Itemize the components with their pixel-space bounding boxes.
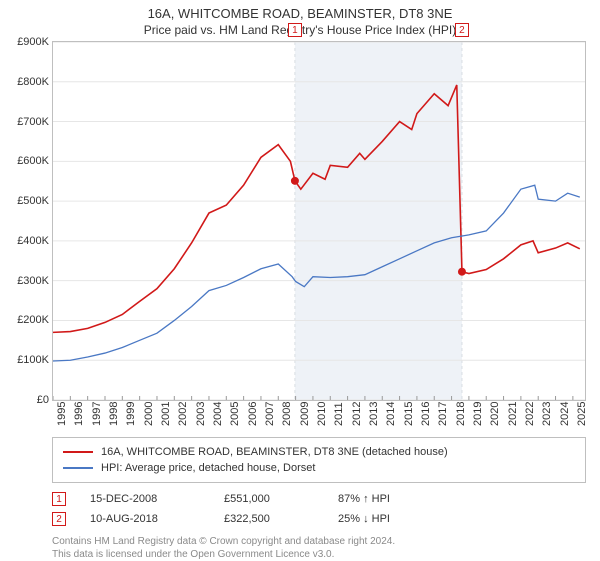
transaction-marker-dot [458, 268, 466, 276]
legend-swatch [63, 467, 93, 469]
x-tick-label: 2005 [229, 402, 241, 426]
x-tick-label: 2018 [455, 402, 467, 426]
y-tick-label: £600K [5, 155, 49, 167]
x-tick-label: 2015 [403, 402, 415, 426]
legend-label: HPI: Average price, detached house, Dors… [101, 462, 315, 474]
x-tick-label: 1996 [73, 402, 85, 426]
chart-area: £0£100K£200K£300K£400K£500K£600K£700K£80… [52, 41, 586, 401]
y-tick-label: £400K [5, 235, 49, 247]
x-tick-label: 1995 [56, 402, 68, 426]
x-tick-label: 2011 [333, 402, 345, 426]
x-tick-label: 2025 [576, 402, 588, 426]
y-tick-label: £700K [5, 116, 49, 128]
legend-row: 16A, WHITCOMBE ROAD, BEAMINSTER, DT8 3NE… [63, 444, 575, 460]
transaction-price: £551,000 [224, 493, 314, 505]
legend-row: HPI: Average price, detached house, Dors… [63, 460, 575, 476]
footer-line: Contains HM Land Registry data © Crown c… [52, 535, 586, 548]
x-tick-label: 1998 [108, 402, 120, 426]
x-tick-label: 2010 [316, 402, 328, 426]
y-tick-label: £900K [5, 36, 49, 48]
transaction-date: 10-AUG-2018 [90, 513, 200, 525]
chart-title: 16A, WHITCOMBE ROAD, BEAMINSTER, DT8 3NE [0, 0, 600, 21]
x-tick-label: 2024 [559, 402, 571, 426]
x-tick-label: 2001 [160, 402, 172, 426]
x-tick-label: 1999 [125, 402, 137, 426]
x-tick-label: 2000 [143, 402, 155, 426]
x-tick-label: 2004 [212, 402, 224, 426]
x-tick-label: 2002 [177, 402, 189, 426]
y-tick-label: £200K [5, 314, 49, 326]
transaction-marker-box: 1 [288, 23, 302, 37]
legend-box: 16A, WHITCOMBE ROAD, BEAMINSTER, DT8 3NE… [52, 437, 586, 483]
x-tick-label: 2022 [524, 402, 536, 426]
y-tick-label: £500K [5, 195, 49, 207]
transaction-row: 1 15-DEC-2008 £551,000 87% ↑ HPI [52, 489, 586, 509]
y-tick-label: £100K [5, 354, 49, 366]
transaction-number-box: 1 [52, 492, 66, 506]
transaction-price: £322,500 [224, 513, 314, 525]
transaction-delta: 87% ↑ HPI [338, 493, 390, 505]
transaction-date: 15-DEC-2008 [90, 493, 200, 505]
x-tick-label: 2012 [351, 402, 363, 426]
x-tick-label: 2003 [195, 402, 207, 426]
x-tick-label: 2020 [489, 402, 501, 426]
transactions-table: 1 15-DEC-2008 £551,000 87% ↑ HPI 2 10-AUG-201… [52, 489, 586, 529]
footer-attribution: Contains HM Land Registry data © Crown c… [52, 535, 586, 561]
transaction-row: 2 10-AUG-2018 £322,500 25% ↓ HPI [52, 509, 586, 529]
plot-svg [53, 42, 585, 400]
y-tick-label: £0 [5, 394, 49, 406]
x-tick-label: 2007 [264, 402, 276, 426]
x-tick-label: 2006 [247, 402, 259, 426]
y-tick-label: £300K [5, 275, 49, 287]
x-tick-label: 1997 [91, 402, 103, 426]
x-tick-label: 2013 [368, 402, 380, 426]
x-tick-label: 2009 [299, 402, 311, 426]
x-tick-label: 2023 [541, 402, 553, 426]
x-tick-label: 2019 [472, 402, 484, 426]
transaction-marker-box: 2 [455, 23, 469, 37]
transaction-delta: 25% ↓ HPI [338, 513, 390, 525]
legend-swatch [63, 451, 93, 453]
legend-label: 16A, WHITCOMBE ROAD, BEAMINSTER, DT8 3NE… [101, 446, 448, 458]
x-tick-label: 2014 [385, 402, 397, 426]
x-tick-label: 2021 [507, 402, 519, 426]
x-tick-label: 2008 [281, 402, 293, 426]
x-tick-label: 2016 [420, 402, 432, 426]
y-tick-label: £800K [5, 76, 49, 88]
transaction-number-box: 2 [52, 512, 66, 526]
transaction-marker-dot [291, 177, 299, 185]
figure-wrap: 16A, WHITCOMBE ROAD, BEAMINSTER, DT8 3NE… [0, 0, 600, 560]
x-tick-label: 2017 [437, 402, 449, 426]
footer-line: This data is licensed under the Open Gov… [52, 548, 586, 561]
